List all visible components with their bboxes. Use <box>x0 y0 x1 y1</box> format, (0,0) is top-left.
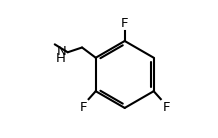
Text: F: F <box>162 101 170 114</box>
Text: N: N <box>56 45 66 58</box>
Text: F: F <box>80 101 87 114</box>
Text: H: H <box>56 52 66 65</box>
Text: F: F <box>121 17 128 30</box>
